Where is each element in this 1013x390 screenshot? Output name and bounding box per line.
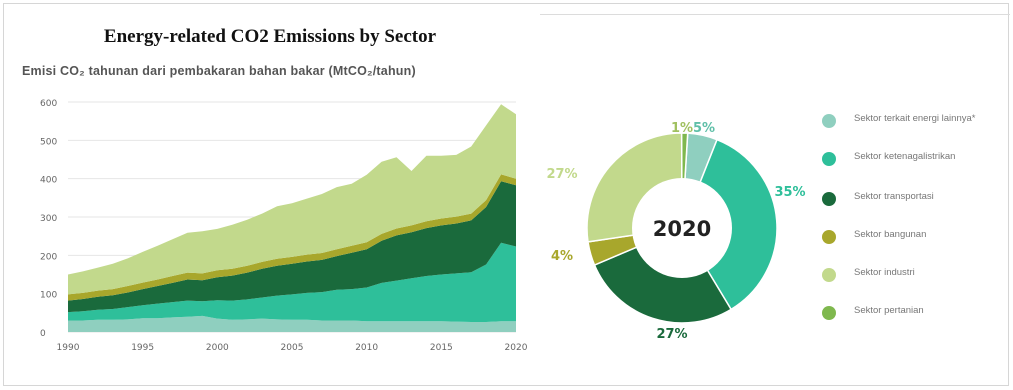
legend-swatch bbox=[822, 268, 836, 282]
slice-label: 27% bbox=[546, 167, 577, 182]
legend-swatch bbox=[822, 152, 836, 166]
x-tick-label: 2000 bbox=[206, 343, 229, 353]
y-tick-label: 500 bbox=[40, 137, 57, 147]
y-tick-label: 100 bbox=[40, 291, 57, 301]
y-axis-title: Emisi CO₂ tahunan dari pembakaran bahan … bbox=[22, 64, 416, 78]
slice-labels: 5% 35% 27% 4% 27% 1% bbox=[546, 121, 805, 342]
y-tick-label: 0 bbox=[40, 329, 46, 339]
area-series-1 bbox=[68, 242, 516, 322]
x-tick-labels: 1990 1995 2000 2005 2010 2015 2020 bbox=[57, 343, 528, 353]
divider-line bbox=[540, 14, 1010, 15]
legend-item: Sektor pertanian bbox=[822, 304, 1007, 320]
legend-label: Sektor bangunan bbox=[854, 229, 927, 240]
legend-item: Sektor industri bbox=[822, 266, 1007, 282]
area-series-4 bbox=[68, 104, 516, 295]
area-chart: 0 100 200 300 400 500 600 1990 1995 2000 2005 2010… bbox=[40, 99, 528, 353]
x-tick-label: 2020 bbox=[505, 343, 528, 353]
slice-label: 35% bbox=[774, 185, 805, 200]
slice-label: 1% bbox=[671, 121, 693, 136]
donut-slices bbox=[586, 132, 778, 324]
legend-swatch bbox=[822, 306, 836, 320]
x-tick-label: 2015 bbox=[430, 343, 453, 353]
y-tick-label: 600 bbox=[40, 99, 57, 109]
legend-label: Sektor ketenagalistrikan bbox=[854, 151, 956, 162]
legend-item: Sektor bangunan bbox=[822, 228, 1007, 244]
area-series-0 bbox=[68, 315, 516, 332]
x-tick-label: 1995 bbox=[131, 343, 154, 353]
legend-swatch bbox=[822, 192, 836, 206]
slice-label: 4% bbox=[551, 249, 573, 264]
legend-swatch bbox=[822, 230, 836, 244]
legend-swatch bbox=[822, 114, 836, 128]
legend-item: Sektor ketenagalistrikan bbox=[822, 150, 1007, 166]
y-tick-label: 400 bbox=[40, 176, 57, 186]
center-year-label: 2020 bbox=[653, 217, 711, 241]
area-layers bbox=[68, 104, 516, 332]
legend-item: Sektor transportasi bbox=[822, 190, 1007, 206]
donut-chart: 5% 35% 27% 4% 27% 1% 2020 bbox=[546, 121, 805, 342]
donut-slice bbox=[593, 227, 733, 324]
legend-item: Sektor terkait energi lainnya* bbox=[822, 112, 1007, 128]
x-tick-label: 2005 bbox=[281, 343, 304, 353]
x-tick-label: 1990 bbox=[57, 343, 80, 353]
slice-label: 5% bbox=[693, 121, 715, 136]
donut-hole bbox=[632, 178, 732, 278]
y-tick-label: 300 bbox=[40, 214, 57, 224]
chart-title: Energy-related CO2 Emissions by Sector bbox=[103, 26, 437, 47]
legend-label: Sektor pertanian bbox=[854, 305, 924, 316]
area-series-2 bbox=[68, 181, 516, 313]
legend-label: Sektor transportasi bbox=[854, 191, 934, 202]
y-tick-labels: 0 100 200 300 400 500 600 bbox=[40, 99, 57, 339]
x-tick-label: 2010 bbox=[355, 343, 378, 353]
legend-label: Sektor industri bbox=[854, 267, 915, 278]
slice-label: 27% bbox=[656, 327, 687, 342]
legend-label: Sektor terkait energi lainnya* bbox=[854, 113, 976, 124]
y-tick-label: 200 bbox=[40, 252, 57, 262]
